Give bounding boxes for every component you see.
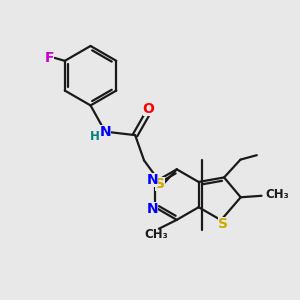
Text: S: S	[218, 217, 227, 231]
Text: N: N	[100, 125, 111, 139]
Text: N: N	[147, 173, 158, 188]
Text: H: H	[90, 130, 100, 143]
Text: CH₃: CH₃	[145, 228, 168, 241]
Text: N: N	[147, 202, 158, 216]
Text: S: S	[155, 177, 165, 191]
Text: O: O	[142, 102, 154, 116]
Text: CH₃: CH₃	[265, 188, 289, 201]
Text: F: F	[44, 51, 54, 65]
